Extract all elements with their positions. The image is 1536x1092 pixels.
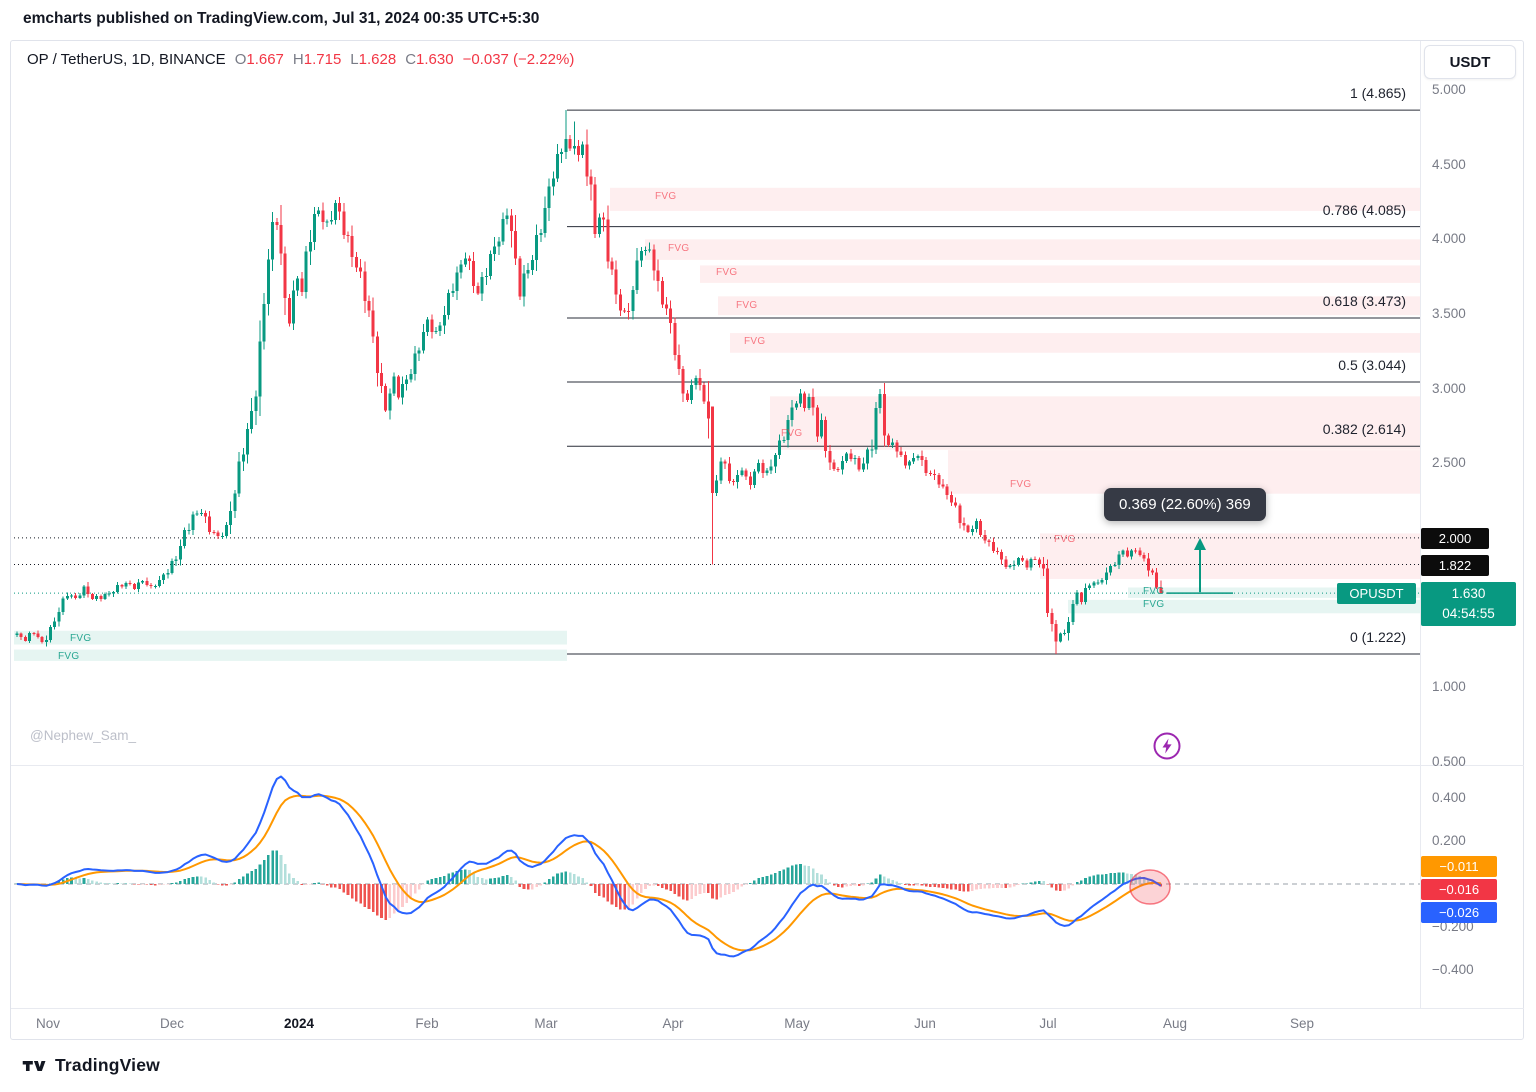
symbol-title: OP / TetherUS, 1D, BINANCE [27, 51, 226, 68]
indicator-pane[interactable] [12, 766, 1420, 1008]
high-label: H [292, 51, 304, 68]
fvg-zone [730, 333, 1420, 353]
low-label: L [350, 51, 359, 68]
candlestick-series [15, 110, 1163, 655]
fvg-zone [700, 265, 1420, 283]
open-label: O [234, 51, 247, 68]
fvg-zone [770, 396, 1420, 450]
last-price-badge: 1.630 04:54:55 [1421, 582, 1516, 626]
price-axis-separator [1420, 41, 1421, 1008]
level-badge-1822: 1.822 [1421, 555, 1489, 576]
last-price: 1.630 [1451, 585, 1486, 601]
lightning-marker-icon [1153, 732, 1181, 760]
macd-indicator [14, 775, 1420, 958]
main-chart-pane[interactable] [12, 85, 1420, 765]
price-range-tool [1167, 538, 1233, 594]
tradingview-attribution-link[interactable]: TradingView [22, 1055, 160, 1076]
low-value: 1.628 [358, 51, 397, 68]
price-line-symbol-label: OPUSDT [1337, 583, 1416, 604]
fvg-zone [948, 450, 1420, 494]
macd-signal-badge: −0.011 [1421, 856, 1497, 877]
publish-attribution: emcharts published on TradingView.com, J… [23, 10, 540, 27]
tradingview-logo-icon [22, 1060, 46, 1071]
fib-retracement [567, 109, 1420, 655]
fvg-zone [1040, 533, 1420, 579]
fvg-zone [645, 239, 1420, 260]
open-value: 1.667 [246, 51, 284, 68]
bar-countdown: 04:54:55 [1442, 606, 1495, 621]
fvg-zone [610, 187, 1420, 211]
fvg-zone [14, 649, 567, 661]
time-scale-axis[interactable] [11, 1009, 1524, 1040]
macd-line-badge: −0.026 [1421, 902, 1497, 923]
fvg-zone [14, 630, 567, 645]
change-value: −0.037 (−2.22%) [462, 51, 575, 68]
range-tool-tooltip: 0.369 (22.60%) 369 [1104, 488, 1266, 521]
pane-divider [11, 765, 1524, 766]
close-value: 1.630 [416, 51, 454, 68]
fvg-zones [14, 187, 1420, 661]
currency-toggle-button[interactable]: USDT [1424, 45, 1516, 79]
macd-line [16, 775, 1162, 958]
crossover-highlight-circle [1129, 869, 1171, 905]
close-label: C [405, 51, 417, 68]
high-value: 1.715 [303, 51, 342, 68]
level-badge-2000: 2.000 [1421, 528, 1489, 549]
chart-card [10, 40, 1524, 1040]
macd-hist-badge: −0.016 [1421, 879, 1497, 900]
tradingview-wordmark: TradingView [55, 1055, 160, 1075]
fvg-zone [718, 296, 1420, 316]
fvg-zone [1068, 599, 1420, 614]
chart-legend: OP / TetherUS, 1D, BINANCE O1.667 H1.715 L1… [27, 51, 574, 68]
author-watermark: @Nephew_Sam_ [30, 728, 137, 743]
time-axis-separator [11, 1008, 1524, 1009]
